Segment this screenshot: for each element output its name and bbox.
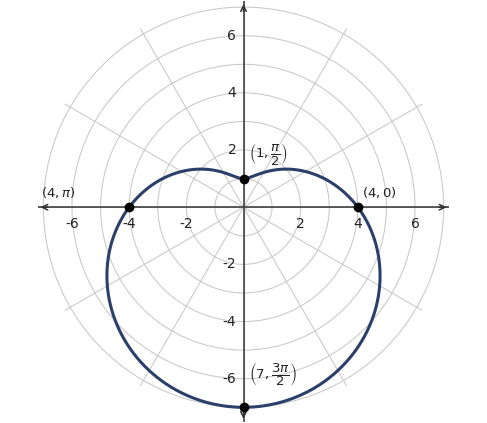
Text: 6: 6	[411, 217, 419, 231]
Text: -6: -6	[223, 372, 236, 386]
Text: -4: -4	[122, 217, 136, 231]
Text: 2: 2	[227, 143, 236, 157]
Text: 4: 4	[227, 86, 236, 100]
Text: 4: 4	[354, 217, 362, 231]
Text: -4: -4	[223, 315, 236, 329]
Text: -6: -6	[65, 217, 79, 231]
Text: $(4, \pi)$: $(4, \pi)$	[40, 185, 75, 201]
Text: $\left(1, \dfrac{\pi}{2}\right)$: $\left(1, \dfrac{\pi}{2}\right)$	[249, 141, 288, 168]
Text: $(4, 0)$: $(4, 0)$	[362, 185, 397, 201]
Text: $\left(7, \dfrac{3\pi}{2}\right)$: $\left(7, \dfrac{3\pi}{2}\right)$	[249, 361, 297, 388]
Text: -2: -2	[223, 257, 236, 272]
Text: 2: 2	[296, 217, 305, 231]
Text: -2: -2	[180, 217, 193, 231]
Text: 6: 6	[227, 29, 236, 43]
